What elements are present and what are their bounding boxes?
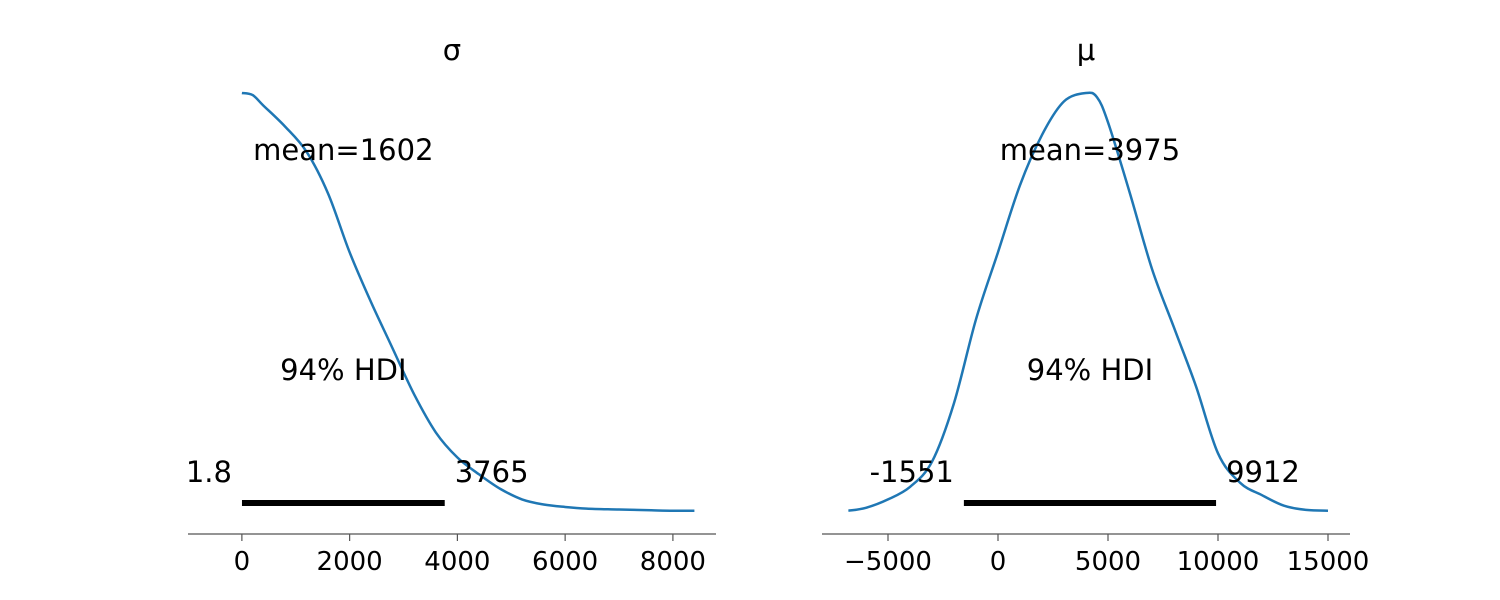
hdi-label: 94% HDI	[280, 353, 406, 387]
x-tick-label: 8000	[640, 547, 706, 577]
panel-title: σ	[443, 33, 461, 67]
mean-label: mean=1602	[253, 133, 433, 167]
hdi-label: 94% HDI	[1027, 353, 1153, 387]
mean-label: mean=3975	[1000, 133, 1180, 167]
hdi-low-label: 1.8	[186, 455, 232, 489]
x-tick-label: 10000	[1177, 547, 1260, 577]
hdi-high-label: 9912	[1226, 455, 1300, 489]
x-tick-label: 6000	[532, 547, 598, 577]
hdi-low-label: -1551	[870, 455, 954, 489]
sigma-panel: σ mean=1602 94% HDI 1.8 3765 0 2000 4000…	[186, 33, 716, 577]
x-tick-label: 5000	[1075, 547, 1141, 577]
x-tick-label: 0	[234, 547, 251, 577]
x-tick-label: 2000	[317, 547, 383, 577]
density-curve	[241, 91, 695, 512]
x-tick-label: −5000	[844, 547, 932, 577]
x-axis-ticks: −5000 0 5000 10000 15000	[844, 534, 1369, 577]
panel-title: μ	[1077, 33, 1095, 67]
x-tick-label: 0	[990, 547, 1007, 577]
density-curve	[848, 91, 1329, 512]
mu-panel: μ mean=3975 94% HDI -1551 9912 −5000 0 5…	[822, 33, 1369, 577]
x-tick-label: 4000	[424, 547, 490, 577]
hdi-high-label: 3765	[455, 455, 529, 489]
x-axis-ticks: 0 2000 4000 6000 8000	[234, 534, 706, 577]
x-tick-label: 15000	[1287, 547, 1370, 577]
